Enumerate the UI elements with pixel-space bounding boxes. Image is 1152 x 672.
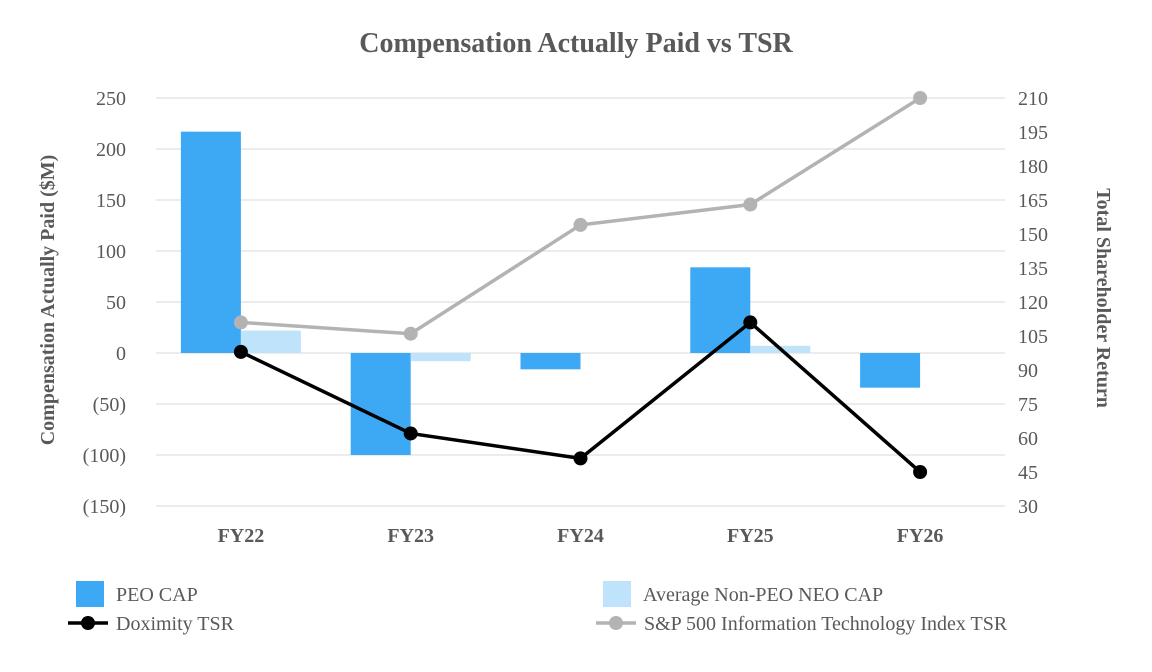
peo-cap-bar <box>520 353 581 370</box>
sp500-it-tsr-point <box>403 326 418 341</box>
legend-label: Doximity TSR <box>116 613 235 635</box>
category-label: FY25 <box>727 525 774 547</box>
peo-cap-bar <box>180 131 241 353</box>
non-peo-cap-bar <box>240 330 301 353</box>
category-label: FY26 <box>897 525 944 547</box>
right-axis-title: Total Shareholder Return <box>1092 188 1114 408</box>
category-label: FY23 <box>387 525 434 547</box>
right-tick-label: 75 <box>1018 394 1038 416</box>
right-tick-label: 120 <box>1018 292 1048 314</box>
lines-layer <box>233 91 928 479</box>
left-tick-label: 200 <box>96 139 126 161</box>
bars-layer <box>180 131 921 455</box>
right-tick-label: 60 <box>1018 428 1038 450</box>
left-tick-label: (100) <box>83 445 126 467</box>
right-tick-label: 210 <box>1018 88 1048 110</box>
left-axis-title: Compensation Actually Paid ($M) <box>37 155 59 446</box>
left-tick-label: (50) <box>93 394 126 416</box>
sp500-it-tsr-point <box>743 197 758 212</box>
chart-title: Compensation Actually Paid vs TSR <box>359 28 793 59</box>
peo-cap-bar <box>860 353 921 388</box>
right-tick-label: 135 <box>1018 258 1048 280</box>
legend-label: Average Non-PEO NEO CAP <box>643 584 883 606</box>
category-label: FY24 <box>557 525 604 547</box>
legend-swatch <box>603 581 631 607</box>
sp500-it-tsr-point <box>573 217 588 232</box>
sp500-it-tsr-point <box>233 315 248 330</box>
legend-marker <box>609 616 623 630</box>
legend-label: PEO CAP <box>116 584 198 606</box>
peo-cap-bar <box>690 267 751 353</box>
peo-cap-bar <box>350 353 411 455</box>
category-labels: FY22 FY23 FY24 FY25 FY26 <box>218 525 944 547</box>
left-tick-label: 150 <box>96 190 126 212</box>
doximity-tsr-line <box>240 320 922 474</box>
doximity-tsr-point <box>743 315 758 330</box>
grid-layer <box>156 97 1005 507</box>
legend-swatch <box>76 581 104 607</box>
right-tick-label: 150 <box>1018 224 1048 246</box>
sp500-it-tsr-line <box>240 96 922 336</box>
non-peo-cap-bar <box>410 353 471 362</box>
doximity-tsr-point <box>403 426 418 441</box>
right-tick-label: 105 <box>1018 326 1048 348</box>
left-tick-label: 50 <box>106 292 126 314</box>
left-tick-label: 0 <box>116 343 126 365</box>
right-tick-label: 90 <box>1018 360 1038 382</box>
doximity-tsr-point <box>573 451 588 466</box>
right-tick-label: 180 <box>1018 156 1048 178</box>
right-tick-label: 30 <box>1018 496 1038 518</box>
doximity-tsr-point <box>233 344 248 359</box>
sp500-it-tsr-point <box>913 91 928 105</box>
left-tick-label: (150) <box>83 496 126 518</box>
legend-label: S&P 500 Information Technology Index TSR <box>644 613 1008 635</box>
category-label: FY22 <box>218 525 265 547</box>
doximity-tsr-point <box>913 465 928 479</box>
left-tick-label: 100 <box>96 241 126 263</box>
legend: PEO CAP Average Non-PEO NEO CAP Doximity T… <box>68 581 1008 635</box>
right-tick-label: 45 <box>1018 462 1038 484</box>
right-tick-label: 195 <box>1018 122 1048 144</box>
right-tick-label: 165 <box>1018 190 1048 212</box>
legend-marker <box>81 616 95 630</box>
left-tick-label: 250 <box>96 88 126 110</box>
right-axis-ticks: 210 195 180 165 150 135 120 105 90 75 60 45 30 <box>1018 88 1048 518</box>
left-axis-ticks: 250 200 150 100 50 0 (50) (100) (150) <box>83 88 126 518</box>
